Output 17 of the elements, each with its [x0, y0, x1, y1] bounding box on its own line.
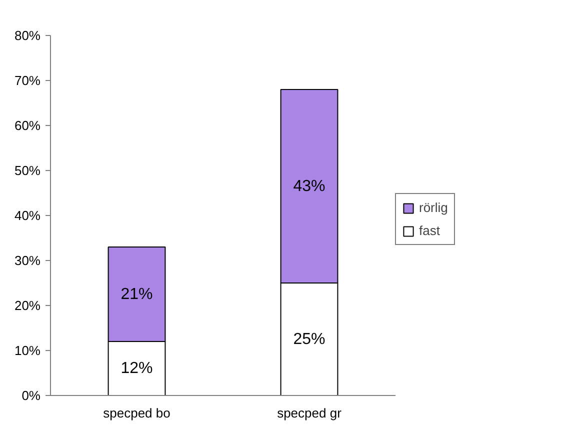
- x-tick-label: specped gr: [277, 406, 342, 420]
- legend-label: fast: [419, 223, 440, 238]
- y-tick-label: 0%: [22, 388, 41, 403]
- y-tick-label: 30%: [14, 253, 41, 268]
- y-tick-label: 40%: [14, 208, 41, 223]
- data-label: 43%: [293, 178, 326, 195]
- y-tick-label: 50%: [14, 163, 41, 178]
- legend-label: rörlig: [419, 200, 448, 215]
- data-label: 21%: [120, 286, 153, 303]
- y-tick-label: 70%: [14, 73, 41, 88]
- data-label: 25%: [293, 330, 326, 348]
- x-tick-label: specped bo: [103, 406, 170, 420]
- y-tick-label: 10%: [14, 343, 41, 358]
- y-tick-label: 20%: [14, 298, 41, 313]
- y-tick-label: 60%: [14, 118, 41, 133]
- y-tick-label: 80%: [14, 28, 41, 43]
- data-label: 12%: [120, 360, 153, 377]
